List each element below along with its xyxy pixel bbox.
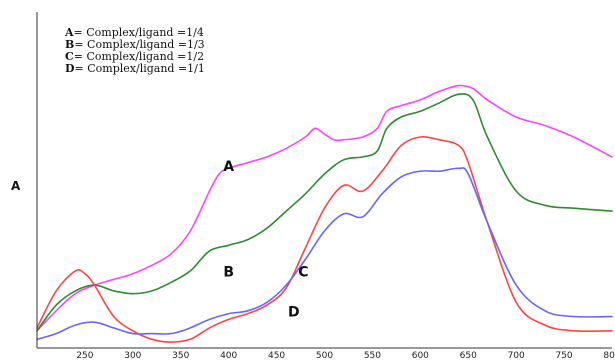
curve-labels: A B C D	[223, 159, 308, 320]
series-line-c	[36, 135, 613, 343]
legend-label: = Complex/ligand =1/1	[75, 62, 205, 75]
legend-key: B	[65, 38, 74, 51]
x-tick-label: 500	[316, 351, 333, 360]
legend-entry-c: C= Complex/ligand =1/2	[65, 50, 204, 63]
x-tick-label: 600	[412, 351, 429, 360]
series-line-b	[36, 93, 613, 332]
x-tick-label: 650	[460, 351, 477, 360]
x-tick-label: 700	[508, 351, 525, 360]
x-tick-label: 300	[124, 351, 141, 360]
legend-entry-a: A= Complex/ligand =1/4	[64, 26, 204, 39]
legend-key: C	[65, 50, 74, 63]
curve-label-d: D	[288, 305, 300, 321]
x-tick-labels: 250 300 350 400 450 500 550 600 650 700 750 800	[76, 351, 615, 360]
x-tick-label: 400	[220, 351, 237, 360]
x-tick-label: 550	[364, 351, 381, 360]
curve-label-c: C	[298, 265, 308, 281]
x-tick-label: 450	[268, 351, 285, 360]
x-tick-label: 350	[172, 351, 189, 360]
legend-label: = Complex/ligand =1/3	[74, 38, 204, 51]
legend-label: = Complex/ligand =1/2	[74, 50, 204, 63]
legend-label: = Complex/ligand =1/4	[74, 26, 204, 39]
x-tick-label: 250	[76, 351, 93, 360]
legend-key: A	[64, 26, 74, 39]
curve-label-a: A	[223, 159, 234, 175]
plot-area	[36, 84, 613, 343]
legend-entry-b: B= Complex/ligand =1/3	[65, 38, 205, 51]
series-line-a	[36, 84, 613, 332]
x-tick-label: 750	[555, 351, 572, 360]
x-tick-label: 800	[603, 351, 615, 360]
legend: A= Complex/ligand =1/4 B= Complex/ligand…	[64, 26, 205, 75]
legend-entry-d: D= Complex/ligand =1/1	[65, 62, 205, 75]
y-axis-label: A	[11, 179, 21, 193]
legend-key: D	[65, 62, 75, 75]
curve-label-b: B	[223, 265, 234, 281]
series-line-d	[36, 167, 613, 341]
